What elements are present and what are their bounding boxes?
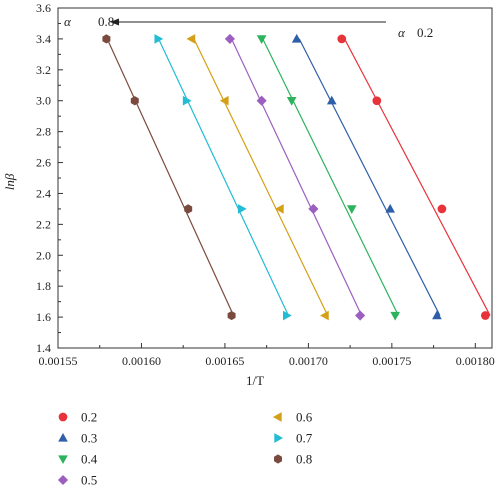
legend-marker — [58, 412, 68, 422]
data-point — [286, 97, 297, 106]
arrow-start-label: 0.8 — [98, 14, 114, 29]
data-point — [184, 204, 193, 214]
data-point — [320, 310, 329, 321]
y-tick-label: 1.6 — [36, 310, 51, 324]
data-point — [372, 96, 382, 106]
data-point — [346, 205, 357, 214]
series-0.2 — [337, 34, 491, 320]
fit-line — [158, 38, 289, 316]
series-0.3 — [291, 33, 442, 320]
legend-marker — [58, 432, 68, 442]
y-tick-label: 2.6 — [36, 156, 51, 170]
arrowhead-icon — [110, 18, 119, 26]
alpha-left-label: α — [64, 14, 72, 29]
fit-line — [106, 38, 235, 316]
data-point — [437, 204, 447, 214]
legend-label: 0.5 — [81, 473, 97, 488]
legend-label: 0.3 — [81, 431, 97, 446]
x-tick-label: 0.00180 — [456, 354, 495, 368]
legend-label: 0.7 — [296, 431, 313, 446]
legend-marker — [274, 433, 284, 443]
legend-marker — [58, 455, 68, 465]
alpha-right-label: α — [398, 25, 406, 40]
legend-item-0.6: 0.6 — [272, 410, 313, 425]
data-point — [186, 34, 196, 44]
arrow-end-label: 0.2 — [417, 25, 433, 40]
data-point — [385, 203, 396, 213]
data-point — [308, 203, 319, 214]
legend-label: 0.2 — [81, 410, 97, 425]
data-point — [224, 33, 235, 44]
legend-label: 0.8 — [296, 452, 312, 467]
data-point — [480, 311, 490, 320]
y-tick-label: 1.8 — [36, 279, 51, 293]
x-tick-label: 0.00175 — [372, 354, 411, 368]
y-tick-label: 3.2 — [36, 63, 51, 77]
data-point — [102, 34, 111, 44]
data-point — [291, 33, 302, 43]
series-0.8 — [102, 34, 236, 321]
y-tick-label: 2.0 — [36, 248, 51, 262]
data-point — [274, 204, 284, 214]
legend-marker — [274, 454, 282, 464]
data-point — [130, 96, 139, 106]
x-axis: 0.00155 0.00160 0.00165 0.00170 0.00175 0.001… — [39, 343, 495, 368]
x-axis-title: 1/T — [246, 373, 264, 388]
fit-line — [230, 38, 363, 316]
fit-line — [262, 38, 399, 316]
legend-item-0.8: 0.8 — [274, 452, 312, 467]
y-tick-label: 2.2 — [36, 217, 51, 231]
data-point — [326, 95, 337, 105]
series-0.5 — [224, 33, 366, 321]
fit-line — [344, 38, 491, 316]
x-tick-label: 0.00155 — [39, 354, 78, 368]
data-point — [219, 95, 229, 106]
series-0.4 — [256, 35, 401, 321]
data-point — [237, 204, 247, 214]
y-tick-label: 1.4 — [36, 341, 51, 355]
data-point — [154, 34, 164, 44]
data-point — [337, 34, 347, 44]
legend: 0.2 0.3 0.4 0.5 0.6 0.7 0.8 — [57, 410, 313, 488]
y-tick-label: 3.6 — [36, 1, 51, 15]
legend-marker — [57, 474, 69, 486]
fit-line — [298, 38, 441, 316]
data-point — [432, 310, 442, 320]
y-tick-label: 3.4 — [36, 32, 51, 46]
plot-frame — [57, 7, 493, 349]
alpha-annotation: α 0.8 α 0.2 — [64, 14, 433, 40]
legend-item-0.7: 0.7 — [274, 431, 313, 446]
x-tick-label: 0.00160 — [122, 354, 161, 368]
data-point — [256, 35, 267, 44]
series-0.6 — [186, 34, 329, 321]
data-point — [182, 95, 192, 106]
y-axis: 1.4 1.6 1.8 2.0 2.2 2.4 2.6 2.8 3.0 3.2 3.4 3.6 — [36, 1, 63, 355]
y-axis-title: lnβ — [2, 173, 17, 190]
data-point — [283, 310, 292, 321]
fit-line — [193, 38, 329, 316]
data-point — [256, 95, 267, 106]
y-tick-label: 2.4 — [36, 186, 51, 200]
legend-label: 0.4 — [81, 452, 98, 467]
y-tick-label: 2.8 — [36, 125, 51, 139]
x-tick-label: 0.00170 — [289, 354, 328, 368]
legend-item-0.3: 0.3 — [58, 431, 97, 446]
legend-item-0.2: 0.2 — [58, 410, 97, 425]
data-point — [355, 310, 366, 321]
x-tick-label: 0.00165 — [205, 354, 244, 368]
legend-item-0.4: 0.4 — [58, 452, 98, 467]
y-tick-label: 3.0 — [36, 94, 51, 108]
data-point — [390, 311, 401, 321]
plot-area: 0.00155 0.00160 0.00165 0.00170 0.00175 0.001… — [36, 1, 495, 368]
legend-label: 0.6 — [296, 410, 313, 425]
series-0.7 — [154, 34, 292, 321]
data-point — [227, 310, 236, 321]
legend-item-0.5: 0.5 — [57, 473, 97, 488]
legend-marker — [272, 412, 282, 422]
